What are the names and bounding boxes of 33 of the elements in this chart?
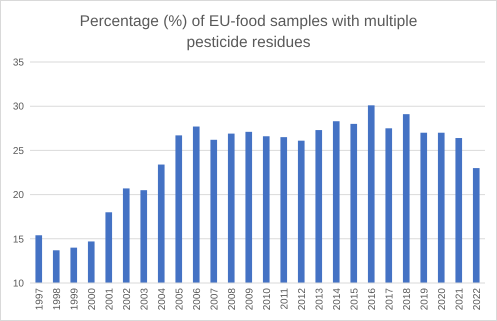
x-tick-label: 2013	[314, 288, 326, 310]
x-tick-label: 1999	[69, 288, 80, 310]
x-tick-label: 2011	[279, 288, 290, 310]
x-tick-label: 2018	[402, 288, 413, 310]
x-tick-label: 2000	[86, 288, 98, 310]
x-tick-label: 2016	[366, 288, 378, 310]
chart-title: Percentage (%) of EU-food samples with multiple pesticide residues	[80, 13, 418, 51]
y-tick-label: 35	[12, 58, 24, 68]
x-tick-label: 2017	[384, 288, 396, 310]
x-tick-label: 2004	[156, 288, 168, 310]
y-tick-label: 10	[12, 278, 24, 290]
y-tick-label: 30	[12, 102, 24, 113]
x-tick-label: 2021	[454, 288, 466, 310]
x-tick-label: 2005	[174, 288, 186, 310]
x-tick-label: 2001	[104, 288, 116, 310]
x-tick-label: 1997	[34, 288, 46, 310]
x-tick-label: 2020	[436, 288, 448, 310]
x-tick-label: 2014	[332, 288, 343, 310]
x-tick-label: 2022	[472, 288, 483, 310]
x-tick-label: 2002	[122, 288, 133, 310]
x-tick-label: 2006	[192, 288, 203, 310]
x-tick-label: 2008	[226, 288, 238, 310]
x-tick-label: 2007	[209, 288, 220, 310]
x-tick-label: 2003	[139, 288, 150, 310]
x-tick-label: 2019	[419, 288, 430, 310]
y-tick-label: 25	[12, 146, 24, 157]
x-tick-label: 2010	[262, 288, 273, 310]
y-tick-label: 15	[12, 234, 24, 246]
x-tick-label: 1998	[52, 288, 63, 310]
x-tick-label: 2009	[244, 288, 256, 310]
x-tick-label: 2015	[349, 288, 360, 310]
y-tick-label: 20	[12, 190, 24, 202]
x-tick-label: 2012	[296, 288, 308, 310]
